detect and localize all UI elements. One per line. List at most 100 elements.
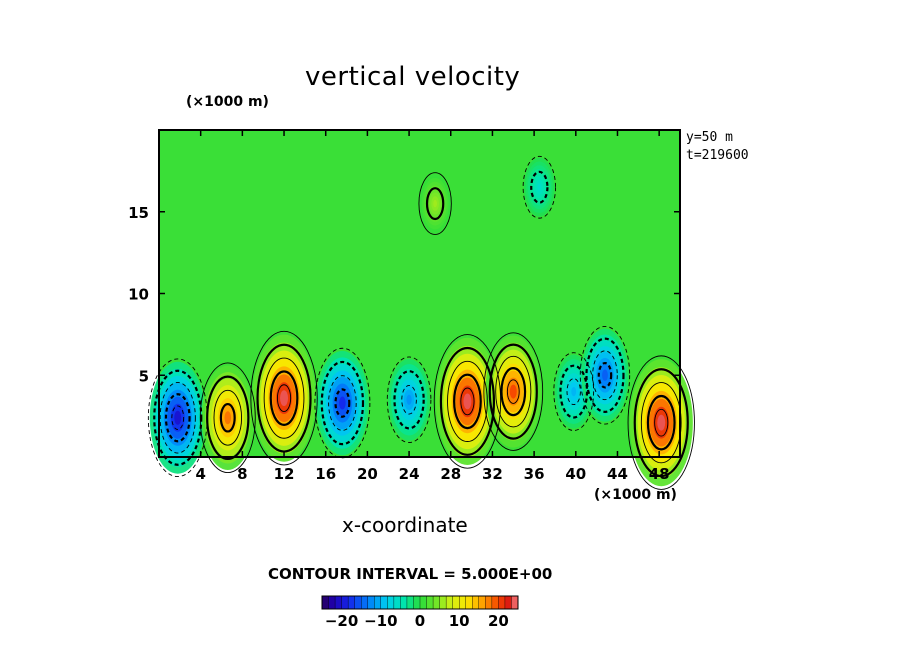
colorbar-tick-label: 20 (488, 612, 509, 630)
contour-line (334, 388, 351, 418)
colorbar-swatch (406, 595, 414, 610)
contour-line (522, 155, 556, 219)
x-tick-label: 24 (399, 465, 420, 483)
contour-line (199, 362, 256, 474)
field-level (280, 390, 289, 407)
contour-line (488, 343, 538, 440)
y-axis-ticks: 5 10 15 (128, 204, 680, 385)
contour-line (506, 379, 520, 404)
colorbar-swatch (387, 595, 395, 610)
contour-line (530, 170, 549, 204)
contour-line (654, 408, 669, 437)
x-axis-label: x-coordinate (342, 513, 468, 537)
contour-line (500, 367, 527, 417)
x-tick-label: 36 (524, 465, 545, 483)
x-tick-label: 8 (237, 465, 247, 483)
x-axis-unit: (×1000 m) (594, 487, 677, 503)
chart-title: vertical velocity (305, 62, 521, 92)
contour-lines (147, 155, 695, 490)
colorbar-tick-label: 10 (449, 612, 470, 630)
field-level (433, 199, 438, 208)
colorbar-swatch (400, 595, 408, 610)
contour-line (386, 356, 432, 444)
x-tick-label: 40 (565, 465, 586, 483)
x-tick-label: 20 (357, 465, 378, 483)
field-level (657, 414, 666, 431)
velocity-field (149, 130, 693, 487)
colorbar-swatch (485, 595, 493, 610)
colorbar-swatch (426, 595, 434, 610)
x-tick-label: 4 (195, 465, 205, 483)
colorbar-swatch (478, 595, 486, 610)
x-tick-label: 44 (607, 465, 628, 483)
field-level (509, 384, 517, 399)
contour-interval-label: CONTOUR INTERVAL = 5.000E+00 (268, 565, 553, 583)
colorbar-swatch (465, 595, 473, 610)
colorbar-swatch (413, 595, 421, 610)
x-tick-label: 48 (649, 465, 670, 483)
colorbar-swatch (472, 595, 480, 610)
field-level (571, 387, 577, 397)
field-level (602, 369, 608, 382)
field-feature (419, 174, 451, 233)
colorbar-swatch (347, 595, 356, 610)
y-tick-label: 15 (128, 204, 149, 222)
contour-line (171, 405, 185, 431)
contour-line (646, 394, 676, 451)
contour-line (276, 384, 292, 412)
colorbar-swatch (367, 595, 375, 610)
contour-line (425, 187, 445, 221)
colorbar-swatch (452, 595, 460, 610)
colorbar-tick-label: 0 (415, 612, 425, 630)
y-position-label: y=50 m (686, 130, 733, 145)
field-level (463, 393, 472, 410)
colorbar-swatch (439, 595, 447, 610)
contour-line (418, 172, 452, 235)
colorbar-tick-label: −20 (325, 612, 358, 630)
contour-line (320, 360, 365, 446)
contour-line (263, 357, 305, 439)
colorbar: −20 −10 0 10 20 (321, 595, 519, 630)
x-axis-ticks: 4 8 12 16 20 24 28 32 36 40 44 48 (195, 130, 670, 483)
colorbar-swatch (341, 595, 349, 610)
y-tick-label: 10 (128, 286, 149, 304)
contour-line (460, 387, 475, 416)
colorbar-swatch (459, 595, 467, 610)
colorbar-swatch (393, 595, 401, 610)
colorbar-swatch (374, 595, 382, 610)
colorbar-swatch (504, 595, 512, 610)
contour-line (633, 368, 689, 478)
field-level (406, 394, 412, 405)
x-tick-label: 16 (315, 465, 336, 483)
colorbar-swatch (445, 595, 454, 610)
contour-line (153, 369, 203, 466)
x-tick-label: 12 (274, 465, 295, 483)
contour-line (453, 373, 482, 430)
contour-line (447, 360, 488, 442)
field-feature (252, 334, 316, 462)
contour-line (483, 332, 544, 451)
y-axis-unit: (×1000 m) (186, 94, 269, 110)
contour-line (439, 346, 496, 456)
field-level (537, 183, 542, 191)
field-feature (388, 358, 430, 441)
colorbar-tick-label: −10 (364, 612, 397, 630)
colorbar-frame (321, 595, 519, 610)
contour-line (219, 402, 236, 433)
contour-line (627, 355, 695, 490)
contour-line (213, 389, 243, 446)
colorbar-swatch (380, 595, 388, 610)
contour-line (159, 382, 196, 454)
contour-line (597, 361, 613, 389)
x-tick-label: 28 (440, 465, 461, 483)
contour-line (559, 364, 589, 419)
contour-line (328, 375, 357, 431)
contour-line (553, 352, 595, 431)
time-label: t=219600 (686, 148, 749, 163)
colorbar-swatch (498, 595, 506, 610)
colorbar-swatch (354, 595, 362, 610)
colorbar-swatch (361, 595, 369, 610)
contour-line (433, 334, 502, 469)
field-feature (316, 350, 369, 456)
